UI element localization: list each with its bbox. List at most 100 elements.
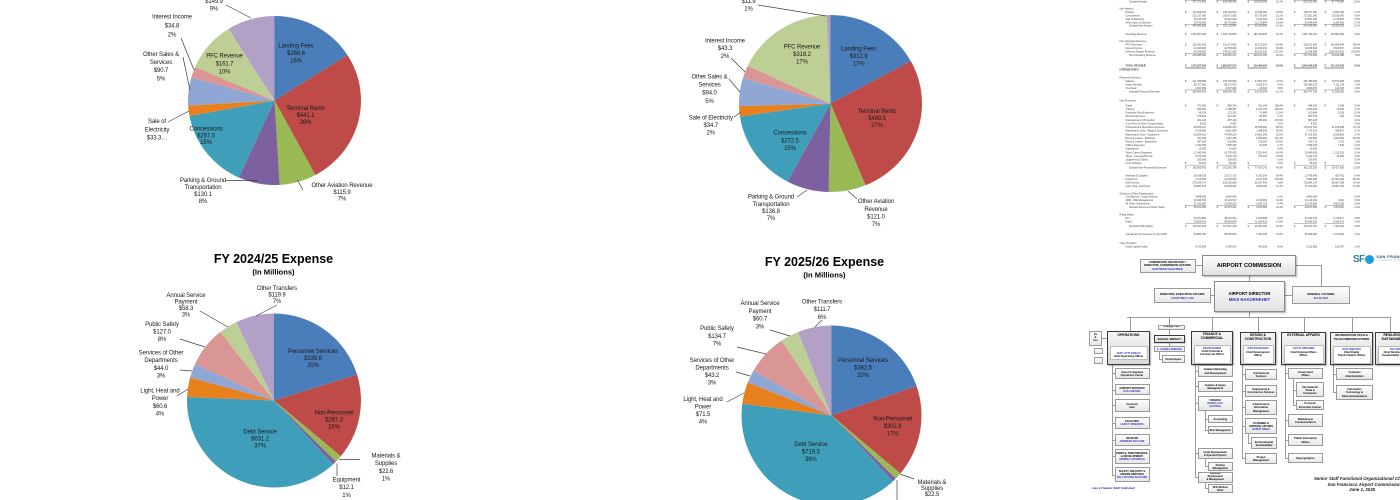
svg-text:94,049,844: 94,049,844 bbox=[1305, 20, 1318, 24]
svg-text:10.9%: 10.9% bbox=[1276, 224, 1284, 228]
svg-text:4.6%: 4.6% bbox=[1277, 83, 1283, 87]
svg-text:Court Fees & Other Compensatio: Court Fees & Other Compensation bbox=[1126, 121, 1164, 125]
svg-text:4.7%: 4.7% bbox=[1354, 107, 1360, 111]
svg-text:$302.8: $302.8 bbox=[884, 424, 903, 430]
svg-text:219,342: 219,342 bbox=[1258, 140, 1267, 144]
svg-text:0.0%: 0.0% bbox=[1277, 121, 1283, 125]
svg-text:$362.5: $362.5 bbox=[854, 366, 873, 372]
svg-text:-: - bbox=[1343, 119, 1344, 122]
svg-text:$: $ bbox=[1325, 53, 1327, 57]
svg-text:Non-Personnel: Non-Personnel bbox=[873, 417, 912, 423]
svg-text:$: $ bbox=[1294, 89, 1296, 93]
svg-text:6.1%: 6.1% bbox=[1354, 150, 1360, 154]
svg-text:10.7%: 10.7% bbox=[1276, 89, 1284, 93]
svg-text:261,126: 261,126 bbox=[1197, 118, 1206, 122]
svg-text:108.4%: 108.4% bbox=[1275, 103, 1284, 107]
svg-text:7,462,492: 7,462,492 bbox=[1333, 224, 1345, 228]
svg-text:0.7%: 0.7% bbox=[1277, 143, 1283, 147]
svg-text:Debt Service: Debt Service bbox=[794, 442, 828, 448]
svg-text:19,778,425: 19,778,425 bbox=[1224, 150, 1237, 154]
svg-text:411,394: 411,394 bbox=[1258, 103, 1267, 107]
svg-text:676,110: 676,110 bbox=[1258, 154, 1267, 158]
svg-text:1.3%: 1.3% bbox=[1354, 154, 1360, 158]
svg-text:$: $ bbox=[1248, 0, 1250, 3]
svg-text:Employee Field Expenses: Employee Field Expenses bbox=[1126, 111, 1155, 115]
svg-text:15%: 15% bbox=[784, 146, 796, 152]
svg-text:Services of Other: Services of Other bbox=[690, 358, 735, 364]
svg-text:7%: 7% bbox=[338, 197, 347, 203]
svg-text:1,311,450: 1,311,450 bbox=[1226, 136, 1237, 140]
svg-text:2%: 2% bbox=[721, 54, 730, 60]
svg-text:Terminal Rents: Terminal Rents bbox=[858, 109, 897, 115]
svg-text:All Other Departments: All Other Departments bbox=[1126, 202, 1151, 206]
svg-text:825,089,000: 825,089,000 bbox=[1223, 0, 1237, 3]
svg-text:1,106,361,000: 1,106,361,000 bbox=[1190, 32, 1206, 36]
svg-text:85,104,206: 85,104,206 bbox=[1255, 49, 1268, 53]
svg-text:372,750,298: 372,750,298 bbox=[1303, 53, 1317, 57]
svg-text:$161.7: $161.7 bbox=[216, 61, 235, 67]
svg-text:$: $ bbox=[1325, 10, 1327, 14]
svg-text:$312.9: $312.9 bbox=[850, 54, 869, 60]
svg-text:14.4%: 14.4% bbox=[1276, 17, 1284, 21]
svg-text:1,223,705: 1,223,705 bbox=[1256, 107, 1268, 111]
svg-text:$: $ bbox=[1217, 53, 1219, 57]
svg-text:Other Aviation Revenue: Other Aviation Revenue bbox=[311, 183, 373, 189]
svg-text:71,889: 71,889 bbox=[1260, 111, 1268, 115]
svg-text:181,363,894: 181,363,894 bbox=[1253, 32, 1267, 36]
svg-text:4.8%: 4.8% bbox=[1354, 216, 1360, 220]
svg-text:0.0%: 0.0% bbox=[1354, 114, 1360, 118]
svg-text:23,571,732: 23,571,732 bbox=[1224, 174, 1237, 178]
svg-text:TOTAL REVENUE: TOTAL REVENUE bbox=[1126, 64, 1147, 68]
svg-text:44,590: 44,590 bbox=[1337, 154, 1345, 158]
svg-text:678,924: 678,924 bbox=[1197, 114, 1206, 118]
svg-text:$90.7: $90.7 bbox=[154, 68, 169, 74]
svg-text:$339.6: $339.6 bbox=[304, 356, 323, 362]
svg-text:29,022: 29,022 bbox=[1260, 86, 1268, 90]
svg-text:25,145,000: 25,145,000 bbox=[1194, 17, 1207, 21]
svg-text:Supplies: Supplies bbox=[375, 461, 397, 467]
svg-text:272,501,000: 272,501,000 bbox=[1303, 14, 1317, 18]
svg-text:Parking: Parking bbox=[1126, 10, 1135, 14]
svg-text:Other Sales &: Other Sales & bbox=[691, 75, 727, 81]
svg-text:5%: 5% bbox=[705, 99, 714, 105]
svg-text:$: $ bbox=[1217, 24, 1219, 28]
svg-text:687,128: 687,128 bbox=[1308, 118, 1317, 122]
svg-text:$: $ bbox=[1248, 24, 1250, 28]
svg-text:883,294: 883,294 bbox=[1228, 103, 1237, 107]
svg-text:3%: 3% bbox=[708, 381, 717, 387]
svg-text:8,392: 8,392 bbox=[1230, 121, 1237, 125]
svg-text:Small Capital Outlay: Small Capital Outlay bbox=[1126, 245, 1149, 249]
svg-text:156,508,494: 156,508,494 bbox=[1330, 43, 1344, 47]
svg-text:Payment: Payment bbox=[175, 300, 198, 306]
svg-text:Other Current Expenses: Other Current Expenses bbox=[1126, 150, 1153, 154]
svg-text:$: $ bbox=[1294, 161, 1296, 165]
svg-text:14.1%: 14.1% bbox=[1276, 24, 1284, 28]
svg-text:(In Millions): (In Millions) bbox=[803, 271, 846, 280]
svg-text:$33.3…: $33.3… bbox=[147, 136, 168, 142]
svg-text:575,029,174: 575,029,174 bbox=[1192, 181, 1206, 185]
svg-text:$: $ bbox=[1185, 89, 1187, 93]
svg-text:-: - bbox=[1343, 122, 1344, 125]
svg-text:$: $ bbox=[1217, 32, 1219, 36]
svg-text:8.4%: 8.4% bbox=[1277, 202, 1283, 206]
svg-text:3,306,996: 3,306,996 bbox=[1306, 177, 1318, 181]
svg-text:10.1%: 10.1% bbox=[1276, 184, 1284, 188]
svg-text:256,971,000: 256,971,000 bbox=[1223, 14, 1237, 18]
svg-text:95,924,421: 95,924,421 bbox=[1194, 125, 1207, 129]
svg-text:-30.1%: -30.1% bbox=[1352, 136, 1361, 140]
svg-text:6.3%: 6.3% bbox=[1354, 219, 1360, 223]
svg-text:37,832,781: 37,832,781 bbox=[1305, 216, 1318, 220]
svg-text:100,884: 100,884 bbox=[1308, 111, 1317, 115]
svg-text:Light, Heat and: Light, Heat and bbox=[683, 397, 722, 403]
svg-text:$: $ bbox=[1325, 32, 1327, 36]
svg-text:6.7%: 6.7% bbox=[1354, 129, 1360, 133]
svg-text:121,320: 121,320 bbox=[1228, 111, 1237, 115]
svg-text:Services: Services bbox=[150, 60, 172, 66]
svg-text:$: $ bbox=[1185, 0, 1187, 3]
svg-text:2,183,932: 2,183,932 bbox=[1306, 107, 1318, 111]
svg-text:0.0%: 0.0% bbox=[1354, 158, 1360, 162]
svg-text:$: $ bbox=[1294, 53, 1296, 57]
svg-text:Annual Service: Annual Service bbox=[741, 301, 781, 307]
svg-text:$: $ bbox=[1185, 64, 1187, 68]
svg-text:193,935,453: 193,935,453 bbox=[1192, 165, 1206, 169]
